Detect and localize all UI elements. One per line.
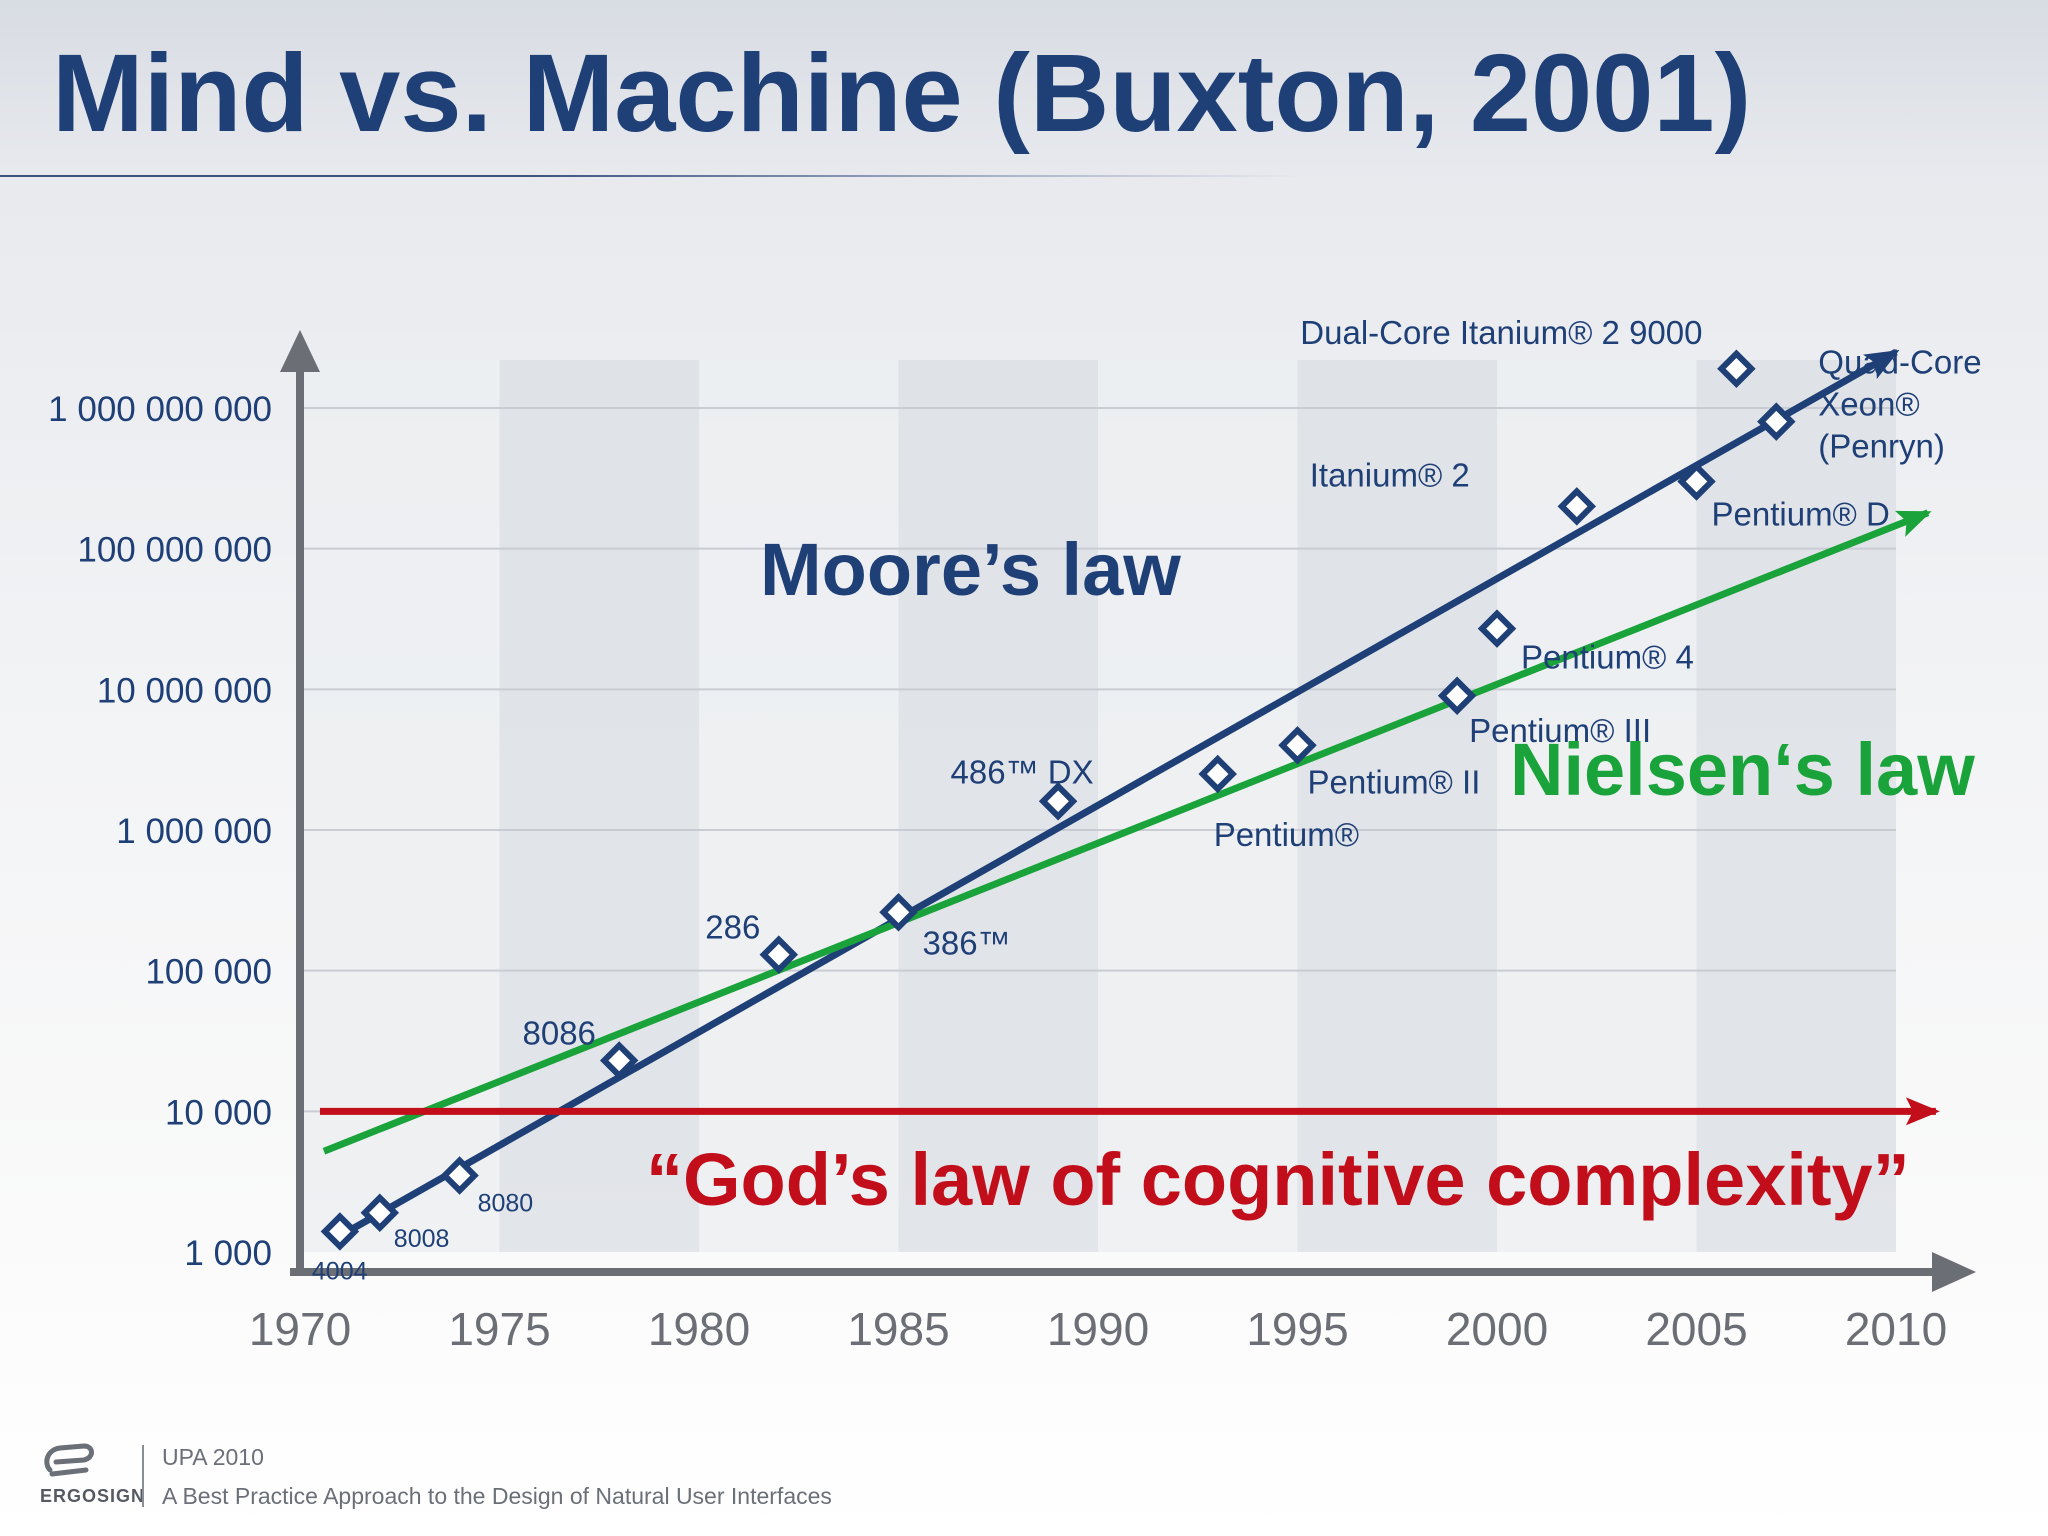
title-underline — [0, 175, 1300, 177]
point-label: Quad-Core — [1818, 344, 1981, 381]
point-label: 8080 — [478, 1189, 534, 1217]
x-tick-label: 1980 — [648, 1303, 750, 1355]
x-tick-label: 2010 — [1845, 1303, 1947, 1355]
y-tick-label: 1 000 — [184, 1234, 272, 1273]
background-band — [1696, 360, 1896, 1252]
data-point-marker — [1757, 402, 1796, 441]
data-point-marker — [879, 893, 918, 932]
moore-law-line — [338, 348, 1900, 1240]
background-band — [1297, 360, 1497, 1252]
background-band — [300, 360, 500, 1252]
point-label: Pentium® D — [1712, 496, 1890, 533]
gods-law-label: “God’s law of cognitive complexity” — [646, 1138, 1910, 1221]
point-label: 8086 — [522, 1014, 595, 1051]
x-tick-label: 2000 — [1446, 1303, 1548, 1355]
data-point-marker — [1038, 782, 1078, 821]
x-axis-arrow-icon — [1932, 1252, 1976, 1292]
y-tick-label: 10 000 000 — [97, 671, 272, 710]
y-tick-label: 10 000 — [165, 1093, 272, 1132]
y-tick-label: 100 000 000 — [77, 531, 272, 570]
y-axis-arrow-icon — [280, 330, 320, 372]
x-tick-label: 1970 — [249, 1303, 351, 1355]
data-point-marker — [599, 1041, 639, 1080]
data-point-marker — [1198, 754, 1237, 794]
data-point-marker — [1477, 609, 1517, 648]
data-point-marker — [440, 1156, 479, 1195]
y-tick-labels: 1 000 10 000 100 000 1 000 000 10 000 000 100… — [48, 390, 272, 1273]
data-point-marker — [1677, 462, 1716, 501]
background-band — [1497, 360, 1697, 1252]
trend-labels: Moore’s law Nielsen‘s law “God’s law of co… — [646, 528, 1975, 1221]
y-tick-label: 1 000 000 000 — [48, 390, 272, 429]
x-tick-label: 1975 — [448, 1303, 550, 1355]
x-tick-label: 1995 — [1246, 1303, 1348, 1355]
point-label: Itanium® 2 — [1310, 456, 1470, 493]
axes — [280, 330, 1976, 1292]
footer-divider — [142, 1445, 144, 1507]
point-label: 486™ DX — [951, 753, 1094, 790]
data-point-marker — [1557, 487, 1597, 526]
x-tick-label: 1990 — [1047, 1303, 1149, 1355]
nielsen-law-label: Nielsen‘s law — [1510, 728, 1975, 811]
trend-lines — [319, 348, 1940, 1240]
y-tick-label: 1 000 000 — [116, 812, 272, 851]
point-label: 4004 — [312, 1257, 368, 1285]
data-point-marker — [1437, 676, 1477, 716]
point-label: Pentium® III — [1469, 712, 1651, 749]
ergosign-logo-icon — [44, 1443, 94, 1477]
moore-law-label: Moore’s law — [760, 528, 1181, 611]
footer-subtitle: A Best Practice Approach to the Design o… — [162, 1483, 832, 1509]
point-label: Pentium® II — [1308, 763, 1481, 800]
point-label: (Penryn) — [1818, 428, 1945, 465]
background-bands — [300, 360, 1896, 1252]
point-label: Pentium® — [1214, 816, 1359, 853]
slide-title: Mind vs. Machine (Buxton, 2001) — [52, 32, 1752, 155]
point-label: Dual-Core Itanium® 2 9000 — [1300, 314, 1702, 351]
point-label: Xeon® — [1818, 386, 1919, 423]
data-point-marker — [759, 935, 799, 974]
background-band — [499, 360, 699, 1252]
y-tick-label: 100 000 — [145, 953, 272, 992]
background-band — [699, 360, 899, 1252]
point-label: Pentium® 4 — [1521, 639, 1694, 676]
data-point-marker — [360, 1193, 400, 1233]
data-points — [320, 349, 1796, 1251]
point-label: 386™ — [923, 924, 1011, 961]
point-label: 286 — [705, 909, 760, 946]
logo-wordmark: ERGOSIGN — [40, 1486, 146, 1506]
x-tick-label: 1985 — [847, 1303, 949, 1355]
data-point-marker — [1717, 349, 1756, 389]
x-tick-label: 2005 — [1645, 1303, 1747, 1355]
data-point-marker — [320, 1212, 360, 1251]
x-tick-labels: 1970 1975 1980 1985 1990 1995 2000 2005 2010 — [249, 1303, 1947, 1355]
data-point-marker — [1278, 726, 1317, 765]
point-labels: 4004 8008 8080 8086 286 386™ 486™ DX Pentium® Pe… — [312, 314, 1982, 1286]
nielsen-law-line — [322, 509, 1932, 1155]
point-label: 8008 — [394, 1225, 450, 1253]
footer-event: UPA 2010 — [162, 1444, 264, 1470]
